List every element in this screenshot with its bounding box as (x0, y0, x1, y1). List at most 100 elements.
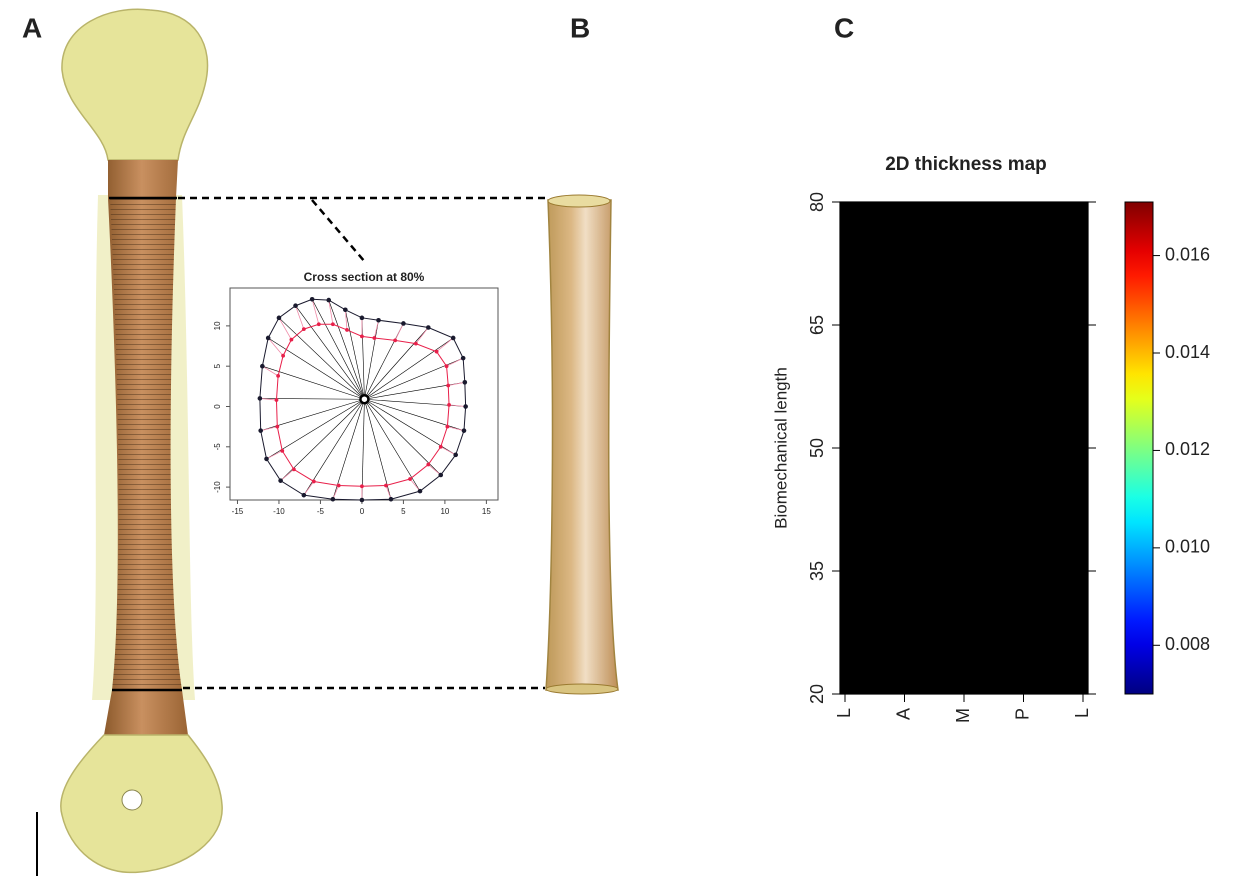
outer-point (301, 492, 307, 498)
thickness-line (436, 337, 454, 352)
outer-point (462, 380, 468, 385)
inner-point (280, 448, 285, 453)
outer-point (426, 325, 431, 330)
x-tick-label: P (1012, 708, 1032, 720)
x-tick-label: M (953, 708, 973, 723)
inner-point (372, 336, 377, 340)
outer-point (463, 404, 468, 409)
panel-label: C (834, 12, 854, 43)
thickness-line (415, 327, 429, 344)
outer-point (376, 317, 381, 323)
inner-point (274, 398, 279, 402)
connector-lines (178, 196, 545, 690)
thickness-line (280, 469, 295, 481)
centroid (359, 393, 370, 405)
x-tick-label: L (834, 708, 854, 718)
colorbar-tick-label: 0.016 (1165, 244, 1210, 264)
radial-line (295, 305, 365, 400)
thickness-line (311, 299, 320, 325)
radial-line (364, 327, 429, 400)
outer-point (453, 452, 458, 458)
x-tick-label: 5 (401, 507, 406, 516)
thickness-line (385, 485, 392, 500)
colorbar (1125, 202, 1153, 694)
radial-line (311, 299, 365, 400)
inner-point (281, 353, 286, 358)
inner-point (360, 334, 364, 339)
inner-point (384, 483, 388, 488)
inner-point (275, 424, 280, 429)
radial-line (328, 299, 365, 400)
y-tick-label: 80 (807, 192, 827, 212)
y-tick-label: 0 (213, 404, 222, 409)
outer-point (276, 315, 282, 321)
y-tick-label: 50 (807, 438, 827, 458)
thickness-line (344, 309, 348, 330)
inner-point (316, 322, 321, 327)
outer-point (359, 497, 365, 503)
x-tick-label: -5 (317, 507, 325, 516)
outer-point (330, 496, 336, 502)
x-tick-label: 15 (482, 507, 491, 516)
thickness-line (440, 446, 456, 456)
outer-point (461, 428, 467, 433)
inner-point (444, 364, 449, 369)
thickness-line (328, 300, 334, 325)
thickness-line (428, 464, 442, 476)
outer-point (438, 472, 444, 478)
x-tick-label: A (893, 708, 913, 720)
outer-point (257, 396, 263, 401)
thickness-line (267, 337, 284, 356)
radial-line (364, 399, 421, 492)
inner-point (276, 373, 281, 378)
outer-point (258, 428, 263, 433)
outer-point (401, 321, 406, 326)
outer-point (260, 363, 265, 369)
thickness-line (266, 450, 283, 460)
chart-title: Cross section at 80% (304, 270, 425, 284)
outer-point (264, 456, 269, 462)
panel-label: A (22, 12, 42, 43)
panel-label: B (570, 12, 590, 43)
radial-line (280, 399, 365, 481)
x-tick-label: -15 (232, 507, 244, 516)
y-tick-label: -10 (213, 481, 222, 493)
radial-line (345, 309, 365, 400)
outer-point (359, 315, 365, 321)
inner-point (345, 328, 349, 332)
x-tick-label: L (1072, 708, 1092, 718)
inner-point (426, 462, 431, 467)
y-tick-label: 5 (213, 363, 222, 368)
inner-point (360, 484, 364, 489)
inner-point (289, 337, 294, 342)
thickness-line (332, 485, 340, 500)
outer-point (460, 355, 466, 361)
outer-point (343, 307, 348, 313)
thickness-line (394, 323, 404, 341)
x-tick-label: 0 (360, 507, 365, 516)
y-tick-label: 35 (807, 561, 827, 581)
inner-point (393, 338, 398, 343)
x-tick-label: 10 (440, 507, 449, 516)
y-tick-label: 65 (807, 315, 827, 335)
thickness-line (373, 320, 379, 339)
thickness-line (446, 357, 464, 367)
outer-point (265, 335, 271, 341)
radial-line (364, 320, 379, 400)
colorbar-tick-label: 0.010 (1165, 537, 1210, 557)
colorbar-tick-label: 0.008 (1165, 634, 1210, 654)
thickness-line (449, 404, 466, 407)
inner-point (311, 479, 316, 484)
radial-line (332, 399, 365, 500)
thickness-line (447, 426, 465, 432)
outer-point (309, 296, 315, 302)
inner-point (301, 327, 306, 332)
outer-point (417, 488, 423, 494)
y-tick-label: 10 (213, 321, 222, 330)
colorbar-frame (1124, 201, 1154, 695)
thickness-line (303, 481, 315, 496)
radial-line (266, 398, 365, 460)
colorbar-tick-label: 0.014 (1165, 342, 1210, 362)
inner-point (445, 424, 450, 429)
